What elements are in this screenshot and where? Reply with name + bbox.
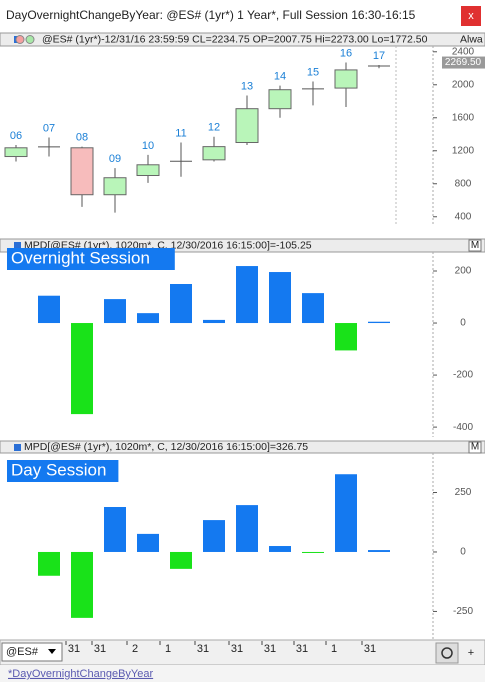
y-tick-label: -250 xyxy=(453,606,473,617)
x-tick-label: 31 xyxy=(296,643,308,655)
x-tick-label: 31 xyxy=(364,643,376,655)
title-bar xyxy=(0,0,485,32)
candle-label: 10 xyxy=(142,140,154,152)
candle-label: 06 xyxy=(10,130,22,142)
bar xyxy=(104,507,126,552)
refresh-icon[interactable] xyxy=(441,647,453,659)
bar xyxy=(335,323,357,351)
pane-header-text: @ES# (1yr*)-12/31/16 23:59:59 CL=2234.75… xyxy=(42,33,428,45)
x-tick-label: 31 xyxy=(231,643,243,655)
candle-body xyxy=(70,147,94,196)
symbol-dropdown[interactable] xyxy=(1,642,63,662)
candle-body xyxy=(136,164,160,177)
x-tick-label: 31 xyxy=(68,643,80,655)
x-tick-label: 1 xyxy=(165,643,171,655)
pane-label-box xyxy=(7,460,119,482)
y-tick-label: 1600 xyxy=(452,112,475,123)
y-tick-label: 800 xyxy=(455,178,472,189)
candle-label: 11 xyxy=(175,127,186,139)
y-tick-label: 0 xyxy=(460,547,466,558)
pane-button-label: M xyxy=(471,240,479,251)
y-tick-label: -400 xyxy=(453,422,473,433)
candle-label: 14 xyxy=(274,71,286,83)
candle-label: 13 xyxy=(241,80,253,92)
bar xyxy=(368,550,390,552)
candle-body xyxy=(334,69,358,89)
candle-label: 09 xyxy=(109,153,121,165)
y-tick-label: -200 xyxy=(453,370,473,381)
bar xyxy=(368,321,390,324)
pane-button[interactable] xyxy=(468,441,482,454)
candle-body xyxy=(4,147,28,158)
x-tick-label: 1 xyxy=(331,643,337,655)
close-button[interactable] xyxy=(461,6,481,26)
pane-header xyxy=(0,32,485,47)
y-tick-label: 200 xyxy=(455,266,472,277)
bar xyxy=(236,505,258,552)
bar xyxy=(203,319,225,324)
bar xyxy=(236,266,258,324)
bar xyxy=(269,546,291,552)
bar xyxy=(38,295,60,324)
bar xyxy=(71,323,93,415)
candle-label: 16 xyxy=(340,47,352,59)
y-tick-label: 1200 xyxy=(452,145,475,156)
bar xyxy=(137,533,159,552)
candle-body xyxy=(235,108,259,144)
pane-icon xyxy=(14,444,21,451)
bar xyxy=(335,474,357,552)
candle-label: 07 xyxy=(43,122,55,134)
bar xyxy=(170,284,192,324)
bar xyxy=(170,551,192,569)
dropdown-arrow[interactable] xyxy=(48,649,56,654)
refresh-button[interactable] xyxy=(435,642,459,664)
x-tick-label: 31 xyxy=(264,643,276,655)
y-tick-label: 2400 xyxy=(452,46,475,57)
candle-label: 08 xyxy=(76,132,88,144)
pane-header xyxy=(0,440,485,454)
bar xyxy=(302,551,324,553)
pane-label: Day Session xyxy=(11,460,106,479)
add-button[interactable]: + xyxy=(468,647,474,659)
y-tick-label: 2000 xyxy=(452,79,475,90)
last-price-tag xyxy=(442,56,485,69)
pane-icon xyxy=(14,242,21,249)
y-tick-label: 250 xyxy=(455,487,472,498)
pane-button[interactable] xyxy=(468,239,482,252)
pane-button-label: M xyxy=(471,442,479,453)
bar xyxy=(203,520,225,552)
x-tick-label: 31 xyxy=(197,643,209,655)
window-title: DayOvernightChangeByYear: @ES# (1yr*) 1 … xyxy=(6,8,416,22)
pane-header-right: Alwa xyxy=(460,33,483,45)
close-icon[interactable]: x xyxy=(468,10,474,22)
y-tick-label: 400 xyxy=(455,211,472,222)
bar xyxy=(302,293,324,324)
candle-label: 15 xyxy=(307,66,319,78)
x-tick-label: 2 xyxy=(132,643,138,655)
last-price-label: 2269.50 xyxy=(445,57,482,68)
pane-label-box xyxy=(7,248,175,270)
bar xyxy=(38,551,60,576)
tab-bar xyxy=(0,665,485,682)
bar xyxy=(137,313,159,324)
pane-header-text: MPD[@ES# (1yr*), 1020m*, C, 12/30/2016 1… xyxy=(24,441,308,453)
pane-icon xyxy=(25,35,35,44)
candle-body xyxy=(202,146,226,161)
bar xyxy=(104,299,126,324)
tab[interactable]: *DayOvernightChangeByYear xyxy=(8,668,153,680)
x-tick-label: 31 xyxy=(94,643,106,655)
candle-label: 17 xyxy=(373,50,385,62)
pane-label: Overnight Session xyxy=(11,248,150,267)
pane-icon xyxy=(15,35,25,44)
y-tick-label: 0 xyxy=(460,318,466,329)
symbol[interactable]: @ES# xyxy=(6,646,39,658)
candle-label: 12 xyxy=(208,122,220,134)
bar xyxy=(269,272,291,324)
candle-body xyxy=(103,177,127,196)
bar xyxy=(71,551,93,618)
candle-body xyxy=(268,89,292,110)
